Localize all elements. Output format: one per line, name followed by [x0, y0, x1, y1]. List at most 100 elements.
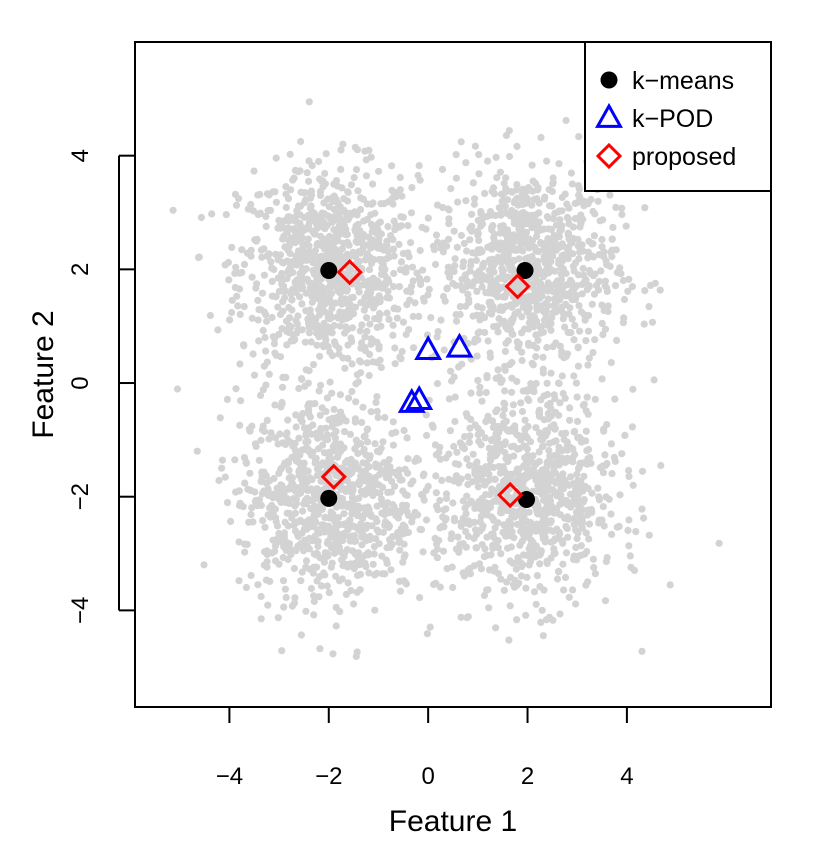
background-point: [262, 212, 270, 221]
background-point: [477, 209, 485, 217]
background-point: [524, 184, 533, 192]
background-point: [533, 572, 542, 580]
background-point: [565, 235, 573, 243]
legend-symbol: [595, 102, 623, 128]
background-point: [385, 456, 393, 464]
background-point: [370, 543, 378, 551]
background-point: [472, 531, 480, 539]
background-point: [269, 333, 277, 341]
background-point: [577, 542, 585, 550]
background-point: [250, 371, 259, 379]
background-point: [262, 222, 270, 230]
background-point: [396, 186, 404, 194]
background-point: [463, 412, 471, 420]
background-point: [340, 206, 348, 214]
background-point: [548, 202, 556, 210]
background-point: [488, 245, 496, 253]
background-point: [487, 281, 495, 289]
background-point: [222, 211, 230, 219]
background-point: [438, 476, 446, 484]
background-point: [475, 504, 483, 512]
background-point: [540, 256, 548, 264]
background-point: [235, 538, 243, 546]
background-point: [457, 138, 465, 146]
background-point: [357, 194, 365, 202]
background-point: [258, 289, 267, 297]
background-point: [318, 209, 326, 217]
background-point: [387, 232, 395, 240]
background-point: [565, 481, 573, 489]
background-point: [346, 537, 354, 545]
background-point: [486, 454, 494, 462]
background-point: [377, 200, 385, 208]
background-point: [423, 630, 431, 638]
background-point: [369, 276, 377, 284]
background-point: [315, 445, 323, 453]
background-point: [462, 543, 470, 551]
background-point: [272, 154, 280, 162]
background-point: [539, 273, 547, 281]
background-point: [526, 242, 534, 250]
background-point: [502, 131, 510, 140]
background-point: [548, 250, 556, 258]
background-point: [328, 389, 336, 397]
background-point: [375, 167, 383, 175]
background-point: [385, 315, 393, 323]
background-point: [515, 432, 523, 440]
background-point: [368, 200, 376, 208]
background-point: [346, 430, 354, 438]
background-point: [371, 606, 379, 614]
background-point: [666, 581, 674, 589]
background-point: [483, 463, 491, 471]
background-point: [598, 243, 606, 251]
background-point: [310, 502, 319, 510]
data-point-open-diamond: [497, 481, 524, 509]
background-point: [331, 549, 339, 557]
background-point: [554, 285, 562, 293]
background-point: [305, 98, 313, 106]
background-point: [378, 265, 386, 273]
background-point: [321, 331, 329, 339]
background-point: [403, 434, 411, 442]
background-point: [466, 564, 474, 573]
background-point: [405, 326, 413, 334]
background-point: [197, 213, 205, 222]
background-point: [265, 250, 273, 258]
data-point-filled-circle: [516, 261, 534, 279]
background-point: [278, 325, 286, 333]
background-point: [603, 261, 611, 269]
background-point: [297, 540, 305, 548]
background-point: [409, 312, 417, 321]
background-point: [342, 417, 350, 425]
legend-symbol: [600, 71, 618, 89]
background-point: [331, 517, 339, 525]
background-point: [507, 573, 515, 582]
data-point-open-triangle: [445, 332, 474, 358]
background-point: [489, 463, 498, 471]
background-point: [303, 275, 311, 283]
background-point: [234, 302, 242, 310]
background-point: [325, 589, 333, 597]
background-point: [485, 470, 493, 478]
background-point: [393, 314, 401, 322]
background-point: [352, 228, 360, 236]
background-point: [506, 427, 514, 435]
background-point: [549, 178, 557, 187]
background-point: [356, 206, 365, 214]
background-point: [290, 564, 298, 573]
background-point: [352, 222, 360, 230]
background-point: [506, 523, 514, 531]
background-point: [331, 440, 339, 448]
background-point: [525, 396, 533, 405]
background-point: [461, 504, 469, 512]
background-point: [558, 537, 566, 545]
background-point: [508, 188, 516, 196]
background-point: [360, 445, 368, 453]
background-point: [538, 606, 546, 614]
background-point: [555, 259, 563, 268]
background-point: [354, 284, 362, 292]
background-point: [532, 505, 541, 513]
background-point: [452, 281, 460, 290]
background-point: [279, 553, 287, 562]
background-point: [463, 519, 471, 527]
